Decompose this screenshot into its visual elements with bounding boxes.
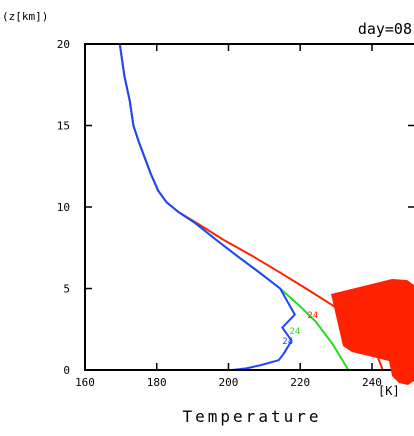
series-layer (118, 43, 384, 371)
y-tick-label-3: 15 (57, 120, 70, 133)
x-tick-label-1: 180 (147, 376, 167, 389)
chart-title: day=08 (358, 20, 412, 38)
y-tick-label-4: 20 (57, 38, 70, 51)
series-line-1 (118, 43, 350, 371)
arrow-shape (331, 279, 414, 385)
line-annotation-0: 24 (307, 311, 318, 321)
y-axis-label: (z[km]) (2, 10, 48, 23)
x-tick-label-0: 160 (75, 376, 95, 389)
series-line-2 (118, 43, 296, 371)
x-axis-label: Temperature (183, 407, 322, 426)
y-tick-label-1: 5 (63, 283, 70, 296)
y-tick-label-0: 0 (63, 364, 70, 377)
plot-frame (84, 43, 414, 371)
x-tick-label-3: 220 (290, 376, 310, 389)
y-tick-label-2: 10 (57, 201, 70, 214)
x-tick-label-4: 240 (362, 376, 382, 389)
x-tick-label-2: 200 (219, 376, 239, 389)
x-axis-unit: [K] (378, 384, 400, 398)
line-annotation-2: 24 (282, 337, 293, 347)
line-annotation-1: 24 (289, 327, 300, 337)
